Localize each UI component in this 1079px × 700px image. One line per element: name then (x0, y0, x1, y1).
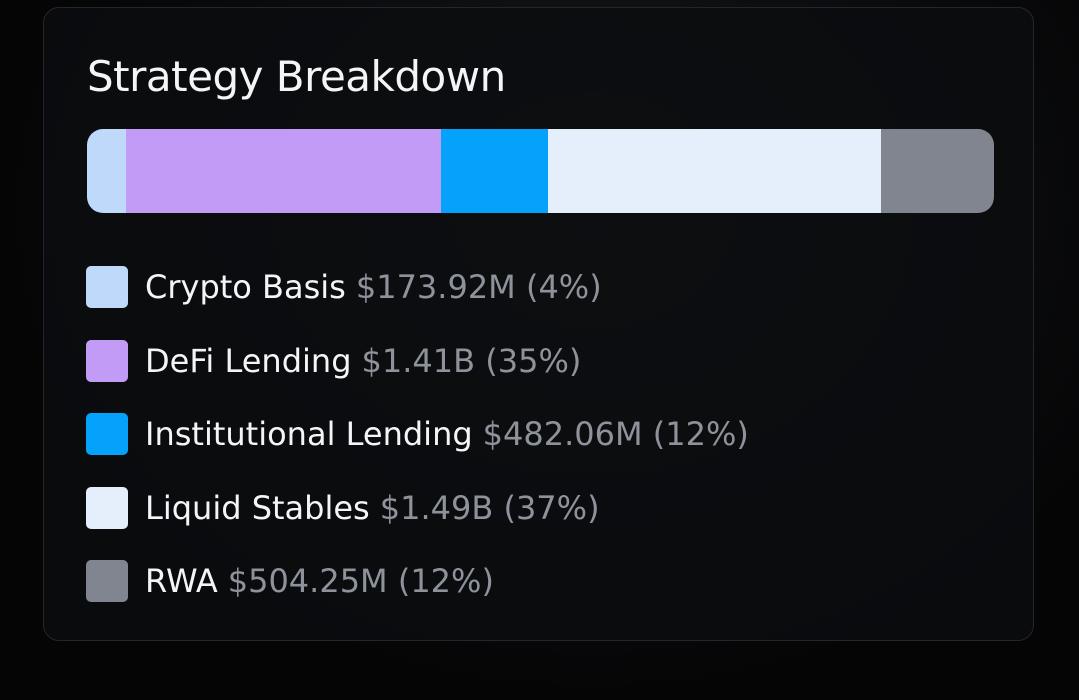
legend-value: $504.25M (12%) (227, 562, 494, 600)
legend-value: $1.49B (37%) (379, 488, 600, 527)
legend-swatch (86, 339, 128, 382)
legend-name: Liquid Stables (145, 488, 370, 527)
legend-name: Institutional Lending (145, 415, 473, 453)
legend-swatch (86, 413, 128, 455)
legend-swatch (86, 486, 128, 529)
legend-item: Institutional Lending $482.06M (12%) (86, 413, 749, 455)
legend-name: DeFi Lending (145, 341, 352, 380)
legend-item: RWA $504.25M (12%) (86, 560, 749, 602)
legend-item: DeFi Lending $1.41B (35%) (86, 339, 749, 382)
legend-item: Crypto Basis $173.92M (4%) (86, 266, 749, 308)
legend-name: Crypto Basis (145, 268, 346, 306)
legend-swatch (86, 266, 128, 308)
legend-name: RWA (145, 562, 218, 600)
legend-value: $1.41B (35%) (361, 341, 582, 380)
bar-segment (440, 129, 549, 213)
card-title: Strategy Breakdown (87, 52, 506, 101)
bar-segment (87, 129, 126, 213)
legend-value: $173.92M (4%) (355, 268, 602, 306)
legend-swatch (86, 560, 128, 602)
bar-segment (125, 129, 441, 213)
stacked-bar (87, 129, 994, 213)
bar-segment (881, 129, 994, 213)
strategy-card: Strategy Breakdown Crypto Basis $173.92M … (43, 7, 1034, 641)
legend-value: $482.06M (12%) (482, 415, 749, 453)
bar-segment (548, 129, 882, 213)
legend: Crypto Basis $173.92M (4%) DeFi Lending $1.… (86, 266, 749, 634)
legend-item: Liquid Stables $1.49B (37%) (86, 486, 749, 529)
